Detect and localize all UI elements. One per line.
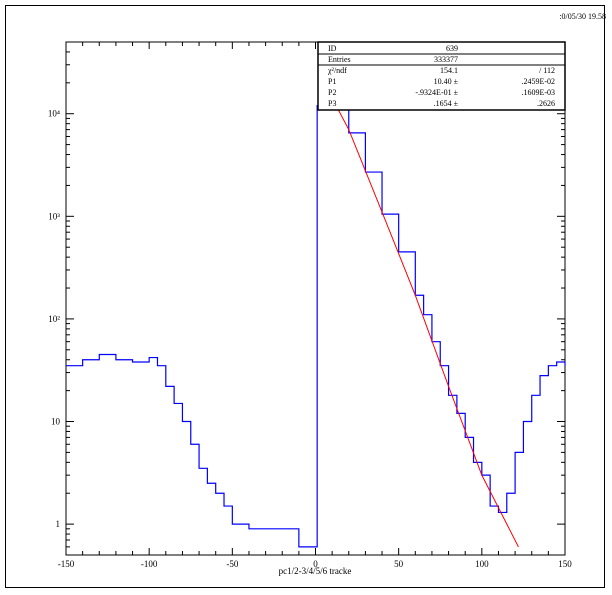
- stats-value: 10.40 ±: [434, 77, 459, 86]
- stats-value: .1654 ±: [434, 99, 459, 108]
- y-tick-label: 10⁴: [48, 109, 60, 119]
- x-tick-label: 100: [475, 559, 489, 569]
- x-tick-label: 50: [394, 559, 404, 569]
- stats-error: .2459E-02: [521, 77, 555, 86]
- x-tick-label: 0: [313, 559, 318, 569]
- y-tick-label: 10: [51, 417, 61, 427]
- series: [66, 68, 566, 548]
- stats-label: P1: [328, 77, 336, 86]
- time-text: 19.58: [588, 12, 606, 21]
- y-axis: 1 10 10² 10³ 10⁴: [48, 41, 565, 548]
- stats-label: P2: [328, 88, 336, 97]
- y-tick-label: 10²: [48, 314, 60, 324]
- stats-label: χ²/ndf: [327, 66, 347, 75]
- stats-label: ID: [328, 44, 337, 53]
- date-text: :0/05/30: [559, 12, 586, 21]
- stats-error: .2626: [537, 99, 555, 108]
- y-tick-label: 1: [56, 519, 61, 529]
- stats-value: -.9324E-01 ±: [415, 88, 458, 97]
- stats-box: ID 639 Entries 333377 χ²/ndf 154.1 / 112 P1 10.4…: [317, 41, 566, 111]
- figure-frame: [5, 5, 605, 588]
- x-axis: -150 -100 -50 0 50 100 150: [58, 42, 572, 569]
- fit-curve: [318, 72, 519, 548]
- date-stamp: :0/05/30 19.58: [559, 12, 606, 21]
- histogram-series: [66, 68, 566, 548]
- stats-error: / 112: [539, 66, 555, 75]
- stats-value: 333377: [434, 55, 458, 64]
- x-tick-label: -100: [141, 559, 158, 569]
- x-tick-label: -50: [226, 559, 238, 569]
- stats-label: Entries: [328, 55, 351, 64]
- stats-value: 154.1: [440, 66, 458, 75]
- stats-label: P3: [328, 99, 336, 108]
- x-tick-label: -150: [58, 559, 75, 569]
- y-tick-label: 10³: [48, 211, 60, 221]
- x-tick-label: 150: [558, 559, 572, 569]
- x-axis-label: pc1/2-3/4/5/6 tracke: [279, 566, 352, 576]
- stats-error: .1609E-03: [521, 88, 555, 97]
- stats-value: 639: [446, 44, 458, 53]
- stats-box-frame: [317, 41, 566, 111]
